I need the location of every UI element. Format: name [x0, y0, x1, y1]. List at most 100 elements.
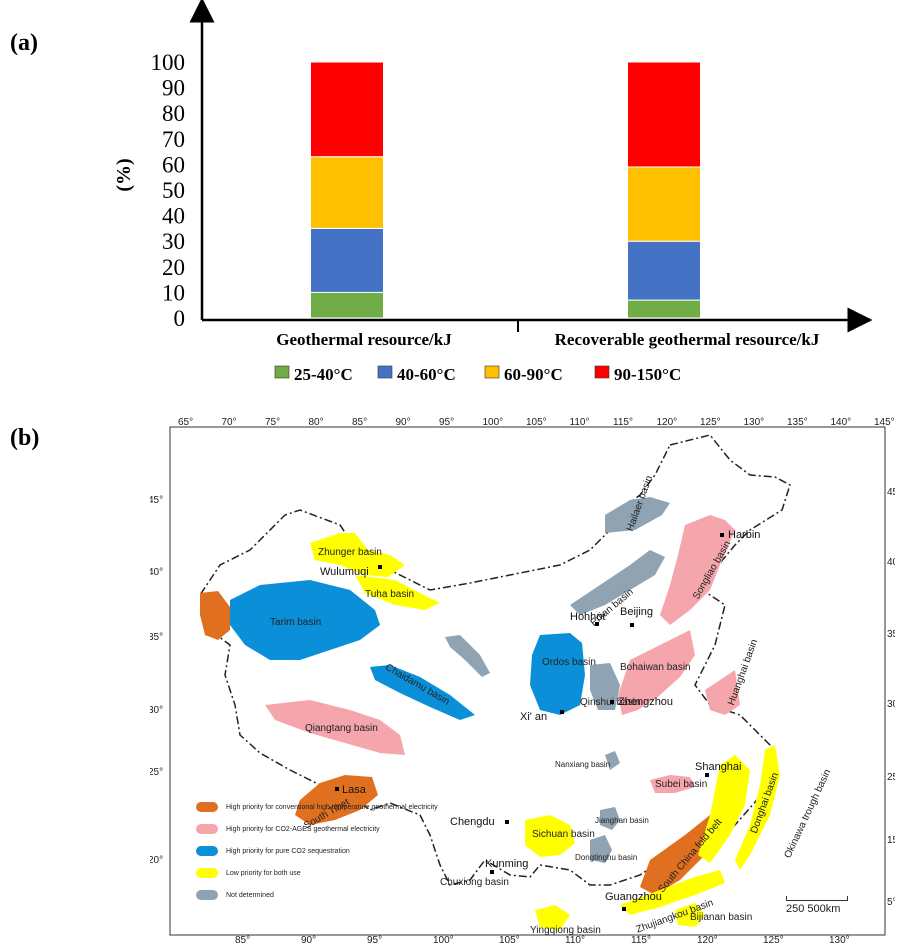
map-left-lat-tick: 25° — [150, 767, 163, 778]
label-dongtinghu-basin: Dongtinghu basin — [575, 853, 637, 862]
scale-bar: 250 500km — [786, 896, 848, 915]
legend-text-low-priority: Low priority for both use — [226, 869, 301, 877]
map-right-lat-tick: 25 — [887, 772, 895, 783]
erlian-basin-region — [570, 550, 665, 615]
map-bottom-lon-tick: 115° — [631, 935, 651, 945]
y-tick-label: 50 — [162, 178, 185, 203]
label-tarim-basin: Tarim basin — [270, 617, 321, 628]
legend-swatch-co2-sequestration — [196, 846, 218, 856]
legend-swatch-40-60 — [377, 365, 393, 379]
south-china-fold-belt-region — [640, 815, 720, 895]
map-top-lon-tick: 130° — [744, 417, 765, 428]
city-marker-wulumuqi — [378, 565, 382, 569]
y-tick-label: 40 — [162, 204, 185, 229]
okinawa-trough-region — [735, 745, 780, 870]
tuha-basin-region — [355, 575, 440, 610]
y-tick-label: 0 — [174, 306, 186, 331]
city-guangzhou: Guangzhou — [605, 891, 662, 903]
y-axis-label: (%) — [113, 158, 135, 191]
map-bottom-lon-tick: 90° — [301, 935, 316, 945]
label-subei-basin: Subei basin — [655, 779, 707, 790]
qinshui-basin-region — [590, 663, 620, 710]
songliao-basin-region — [660, 515, 735, 625]
map-top-lon-tick: 90° — [396, 417, 411, 428]
city-marker-harbin — [720, 533, 724, 537]
bijianan-basin-region — [675, 903, 705, 927]
map-top-lon-tick: 140° — [831, 417, 852, 428]
yingqiong-basin-region — [535, 905, 570, 930]
label-qiangtang-basin: Qiangtang basin — [305, 723, 378, 734]
sichuan-basin-region — [525, 815, 575, 857]
grey-region-west — [445, 635, 490, 677]
huanghai-basin-region — [705, 670, 740, 715]
city-shanghai: Shanghai — [695, 761, 742, 773]
south-tibet-region — [295, 775, 378, 825]
map-top-lon-tick: 80° — [309, 417, 324, 428]
bar-segment-1-2 — [627, 166, 701, 242]
category-label-0: Geothermal resource/kJ — [276, 330, 452, 349]
y-tick-label: 100 — [151, 50, 186, 75]
label-yingqiong-basin: Yingqiong basin — [530, 925, 601, 936]
chaidamu-basin-region — [370, 665, 475, 720]
bar-segment-0-0 — [310, 291, 384, 319]
legend-swatch-60-90 — [484, 365, 500, 379]
bar-segment-1-0 — [627, 299, 701, 319]
bar-segment-1-3 — [627, 61, 701, 168]
label-zhunger-basin: Zhunger basin — [318, 547, 382, 558]
map-top-lon-tick: 135° — [787, 417, 808, 428]
city-kunming: Kunming — [485, 858, 528, 870]
map-bottom-lon-tick: 120° — [697, 935, 718, 945]
label-tuha-basin: Tuha basin — [365, 589, 414, 600]
map-left-lat-tick: 40° — [150, 567, 163, 578]
donghai-basin-region — [698, 755, 750, 863]
map-left-lat-tick: 30° — [150, 705, 163, 716]
map-top-lon-tick: 125° — [700, 417, 721, 428]
label-jianghan-basin: Jianghan basin — [595, 816, 649, 825]
legend-label-40-60: 40-60°C — [397, 365, 456, 384]
map-legend-item: Low priority for both use — [196, 862, 446, 884]
legend-label-90-150: 90-150°C — [614, 365, 681, 384]
city-lasa: Lasa — [342, 784, 367, 796]
map-right-lat-tick: 15 — [887, 835, 895, 846]
panel-a-label: (a) — [10, 30, 38, 56]
legend-text-co2-ages: High priority for CO2-AGES geothermal el… — [226, 825, 380, 833]
legend-text-not-determined: Not determined — [226, 891, 274, 899]
scale-bar-line — [786, 896, 848, 901]
map-right-lat-tick: 30 — [887, 699, 895, 710]
city-wulumuqi: Wulumuqi — [320, 566, 369, 578]
legend-swatch-25-40 — [274, 365, 290, 379]
tarim-basin-region — [230, 580, 380, 660]
map-bottom-lon-tick: 125° — [763, 935, 784, 945]
map-left-lat-tick: 20° — [150, 855, 163, 866]
bar-segment-1-1 — [627, 240, 701, 301]
legend-swatch-low-priority — [196, 868, 218, 878]
chart-legend: 25-40°C 40-60°C 60-90°C 90-150°C — [274, 365, 681, 384]
city-xian: Xi' an — [520, 711, 547, 723]
legend-swatch-high-temp — [196, 802, 218, 812]
y-tick-label: 30 — [162, 229, 185, 254]
city-marker-hohhot — [595, 622, 599, 626]
y-tick-label: 90 — [162, 76, 185, 101]
y-tick-label: 10 — [162, 280, 185, 305]
y-tick-label: 60 — [162, 152, 185, 177]
city-marker-beijing — [630, 623, 634, 627]
map-top-lon-tick: 65° — [178, 417, 193, 428]
legend-swatch-not-determined — [196, 890, 218, 900]
dongtinghu-basin-region — [590, 835, 612, 863]
map-top-lon-tick: 85° — [352, 417, 367, 428]
map-legend-item: Not determined — [196, 884, 446, 906]
y-tick-label: 20 — [162, 255, 185, 280]
city-chengdu: Chengdu — [450, 816, 495, 828]
bohaiwan-basin-region — [618, 630, 695, 715]
map-frame — [169, 426, 886, 936]
map-top-lon-tick: 95° — [439, 417, 454, 428]
map-bottom-lon-tick: 110° — [565, 935, 585, 945]
city-marker-guangzhou — [622, 907, 626, 911]
legend-label-25-40: 25-40°C — [294, 365, 353, 384]
map-bottom-lon-tick: 85° — [235, 935, 250, 945]
map-top-lon-tick: 105° — [526, 417, 547, 428]
tarim-west-orange-region — [200, 591, 230, 640]
map-bottom-lon-tick: 130° — [829, 935, 850, 945]
map-right-lat-tick: 40 — [887, 557, 895, 568]
